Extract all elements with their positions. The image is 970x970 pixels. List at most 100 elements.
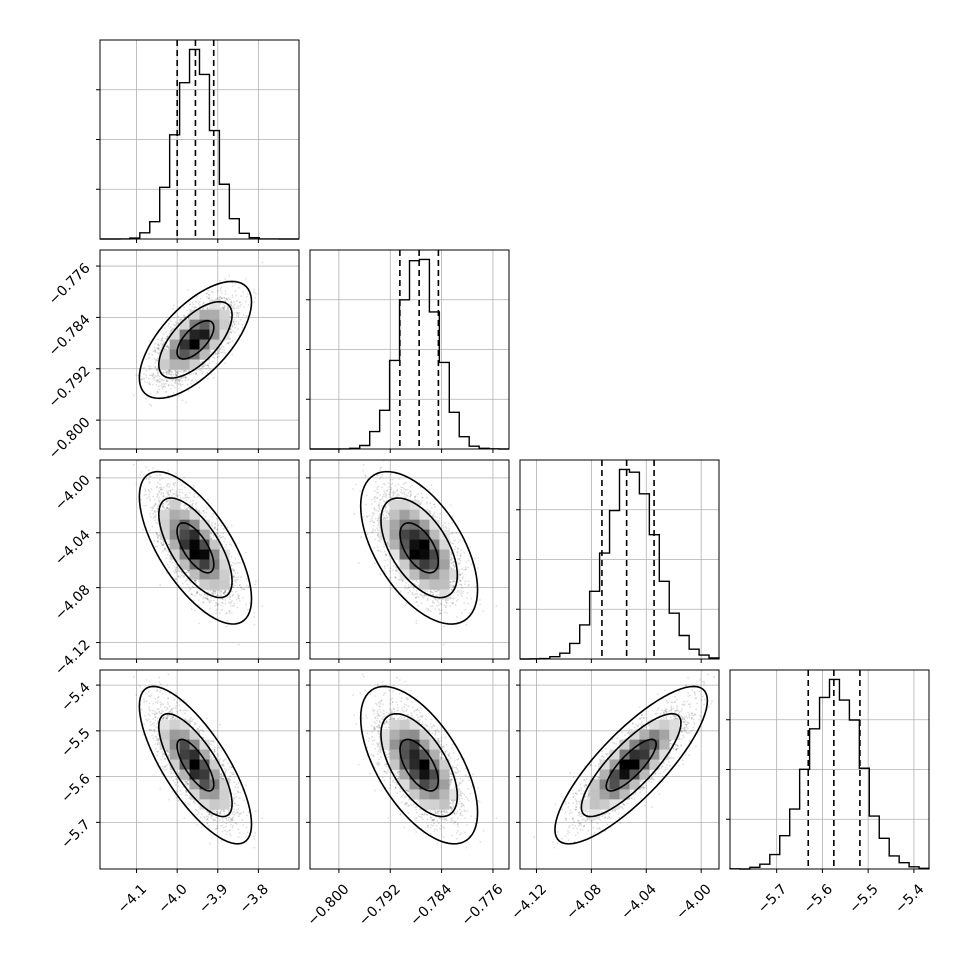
sample-point <box>166 335 169 337</box>
sample-point <box>238 334 240 336</box>
sample-point <box>219 296 222 298</box>
sample-point <box>159 380 162 383</box>
sample-point <box>230 303 233 306</box>
sample-point <box>238 287 240 289</box>
sample-point <box>238 600 241 602</box>
density-cell <box>179 359 190 370</box>
sample-point <box>232 320 235 323</box>
sample-point <box>165 373 168 375</box>
sample-point <box>177 370 180 372</box>
sample-point <box>167 347 170 349</box>
sample-point <box>235 562 238 565</box>
sample-point <box>168 333 171 336</box>
sample-point <box>192 484 195 487</box>
y-tick-label: −0.784 <box>46 312 94 360</box>
sample-point <box>156 391 159 394</box>
sample-point <box>176 374 178 377</box>
sample-point <box>216 352 219 355</box>
sample-point <box>225 543 228 546</box>
sample-point <box>239 318 242 321</box>
sample-point <box>207 364 210 367</box>
sample-point <box>179 496 182 499</box>
sample-point <box>165 391 167 393</box>
sample-point <box>157 338 159 341</box>
sample-point <box>157 347 160 350</box>
sample-point <box>174 369 177 372</box>
density-cell <box>219 329 230 340</box>
sample-point <box>198 580 200 583</box>
sample-point <box>237 321 240 323</box>
sample-point <box>189 303 191 306</box>
panel-frame <box>99 249 300 450</box>
sample-point <box>164 377 167 380</box>
sample-point <box>239 305 241 308</box>
sample-point <box>234 282 237 285</box>
sample-point <box>162 505 165 508</box>
sample-point <box>148 481 151 483</box>
sample-point <box>165 331 167 333</box>
sample-point <box>178 379 180 382</box>
sample-point <box>158 344 161 346</box>
sample-point <box>232 586 235 589</box>
sample-point <box>229 328 232 331</box>
sample-point <box>207 377 209 380</box>
density-cell <box>199 309 210 320</box>
sample-point <box>185 376 187 379</box>
sample-point <box>167 346 170 348</box>
sample-point <box>196 380 198 383</box>
density-cell <box>199 329 210 340</box>
sample-point <box>225 298 228 301</box>
sample-point <box>154 519 157 522</box>
sample-point <box>144 489 147 492</box>
sample-point <box>210 538 213 540</box>
sample-point <box>171 379 174 382</box>
sample-point <box>200 594 203 597</box>
scatter-points <box>132 261 264 407</box>
sample-point <box>222 535 225 538</box>
sample-point <box>198 300 201 303</box>
sample-point <box>231 307 234 310</box>
sample-point <box>206 364 209 367</box>
sample-point <box>193 586 195 589</box>
sample-point <box>161 338 163 341</box>
sample-point <box>215 612 218 615</box>
sample-point <box>183 476 185 479</box>
sample-point <box>163 371 165 374</box>
sample-point <box>156 357 159 360</box>
sample-point <box>194 300 197 303</box>
sample-point <box>166 371 168 374</box>
sample-point <box>223 351 226 354</box>
sample-point <box>227 342 230 345</box>
sample-point <box>216 532 219 534</box>
sample-point <box>183 314 186 317</box>
sample-point <box>226 306 229 309</box>
sample-point <box>253 301 256 304</box>
sample-point <box>153 357 156 360</box>
sample-point <box>162 385 165 388</box>
y-tick-label: −0.800 <box>46 414 94 462</box>
sample-point <box>174 578 177 580</box>
sample-point <box>173 386 176 389</box>
sample-point <box>232 330 234 332</box>
sample-point <box>154 348 157 351</box>
sample-point <box>177 383 180 385</box>
sample-point <box>211 360 214 363</box>
sample-point <box>238 584 241 587</box>
sample-point <box>224 278 227 280</box>
sample-point <box>236 312 239 315</box>
sample-point <box>205 593 207 596</box>
sample-point <box>154 374 157 377</box>
sample-point <box>200 367 203 370</box>
sample-point <box>157 374 160 377</box>
sample-point <box>182 369 185 372</box>
sample-point <box>145 374 147 377</box>
sample-point <box>171 370 174 373</box>
sample-point <box>149 498 152 500</box>
sample-point <box>191 503 194 506</box>
sample-point <box>154 366 157 369</box>
sample-point <box>163 379 165 382</box>
sample-point <box>157 385 160 388</box>
sample-point <box>165 371 167 374</box>
density-cell <box>199 339 210 350</box>
sample-point <box>211 524 214 527</box>
